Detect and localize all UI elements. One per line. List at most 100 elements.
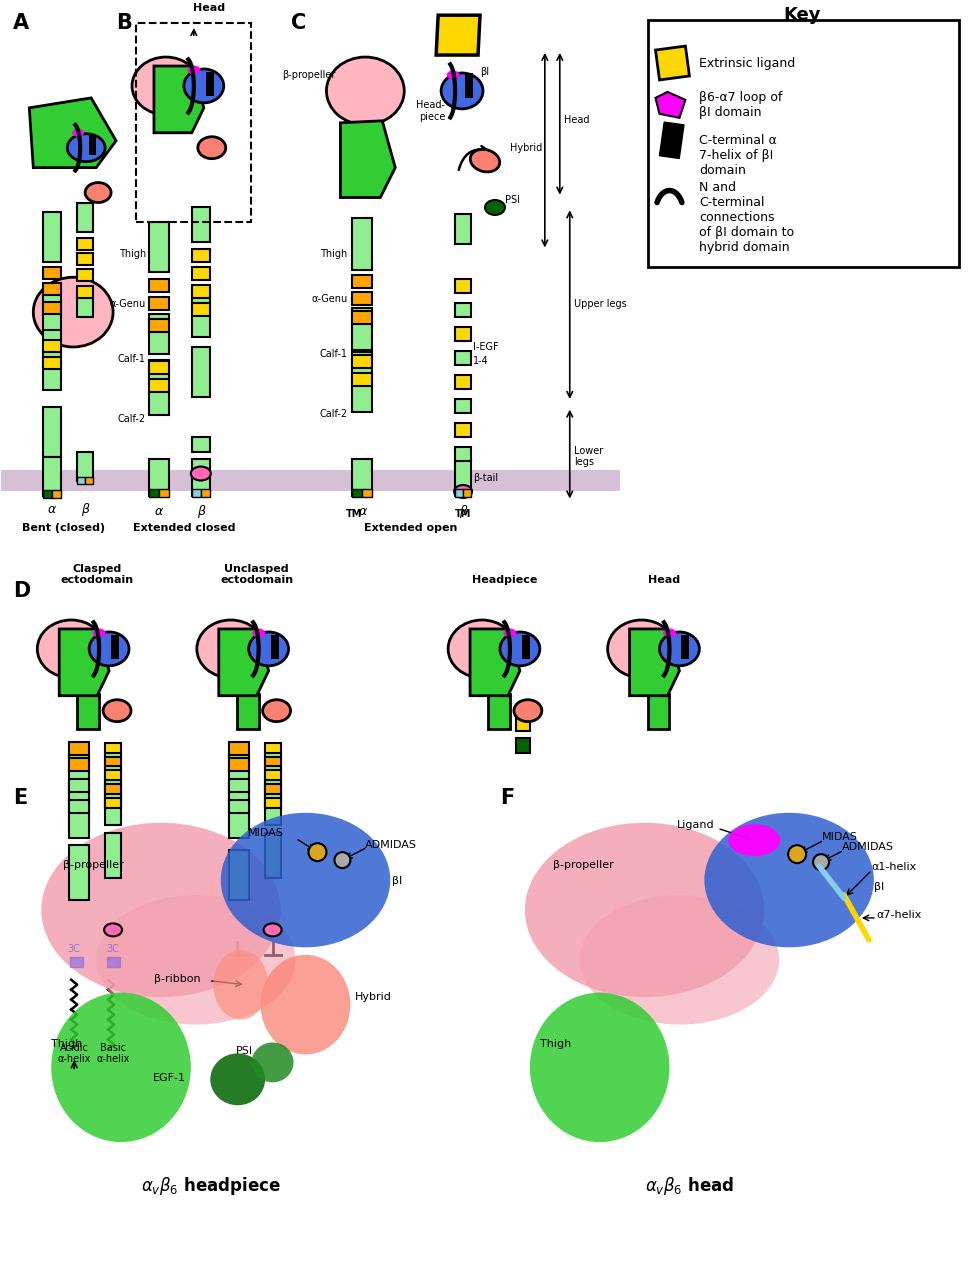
Ellipse shape — [89, 632, 129, 666]
Text: $\mathit{\alpha_v\beta_6}$ headpiece: $\mathit{\alpha_v\beta_6}$ headpiece — [141, 1175, 281, 1197]
Text: β-propeller: β-propeller — [552, 860, 613, 870]
Text: Head: Head — [193, 4, 225, 13]
Text: Calf-1: Calf-1 — [319, 349, 347, 358]
Ellipse shape — [37, 620, 105, 678]
Bar — [681, 635, 689, 659]
Bar — [1, 470, 619, 492]
Bar — [89, 134, 96, 155]
Bar — [192, 287, 209, 337]
Bar — [44, 302, 61, 314]
Text: β-tail: β-tail — [473, 474, 498, 484]
Bar — [149, 319, 169, 332]
Ellipse shape — [210, 1053, 265, 1105]
Text: 3C: 3C — [107, 943, 119, 954]
Polygon shape — [154, 67, 203, 133]
Bar — [192, 458, 209, 497]
Bar — [149, 361, 169, 374]
Bar — [229, 780, 248, 792]
Bar — [516, 710, 529, 731]
Bar — [69, 741, 89, 754]
Bar — [149, 314, 169, 355]
Text: α: α — [48, 503, 56, 516]
Ellipse shape — [448, 620, 516, 678]
Bar — [454, 279, 471, 293]
Ellipse shape — [197, 620, 265, 678]
Bar — [229, 741, 248, 754]
Ellipse shape — [514, 700, 542, 722]
Bar — [85, 476, 93, 485]
Text: β: β — [458, 504, 467, 518]
Bar — [270, 635, 278, 659]
Bar — [192, 207, 209, 242]
Polygon shape — [470, 628, 519, 696]
Bar — [201, 489, 209, 498]
Bar — [149, 297, 169, 310]
Ellipse shape — [579, 895, 778, 1024]
Text: TM: TM — [454, 509, 471, 520]
Text: α: α — [155, 504, 163, 518]
Bar — [352, 219, 372, 270]
Text: Head: Head — [647, 575, 680, 585]
Bar — [487, 694, 510, 728]
Bar — [229, 850, 248, 900]
Bar — [44, 283, 61, 296]
Text: Acidic
α-helix: Acidic α-helix — [57, 1043, 91, 1065]
Bar — [454, 447, 471, 461]
Ellipse shape — [659, 632, 699, 666]
Bar — [352, 458, 372, 497]
Bar — [265, 785, 280, 795]
Bar — [265, 833, 280, 878]
Bar — [44, 330, 61, 390]
Bar — [44, 340, 61, 352]
Ellipse shape — [261, 955, 350, 1055]
Bar — [265, 781, 280, 826]
Bar — [78, 238, 93, 251]
Bar — [192, 268, 209, 280]
Bar — [52, 490, 61, 498]
Ellipse shape — [252, 628, 265, 637]
Text: MIDAS: MIDAS — [247, 828, 283, 838]
Text: βI: βI — [480, 67, 488, 77]
Text: β: β — [81, 503, 89, 516]
Text: β: β — [197, 504, 204, 518]
Text: Hybrid: Hybrid — [355, 992, 391, 1002]
Bar — [659, 122, 683, 159]
Ellipse shape — [248, 632, 288, 666]
Ellipse shape — [662, 628, 675, 637]
Bar — [69, 780, 89, 792]
Bar — [44, 268, 61, 279]
Text: Extended closed: Extended closed — [133, 524, 234, 534]
Ellipse shape — [264, 923, 281, 937]
Text: α: α — [358, 504, 366, 518]
Bar — [78, 292, 93, 317]
Bar — [105, 833, 121, 878]
Text: Clasped
ectodomain: Clasped ectodomain — [60, 563, 134, 585]
Text: Head-
piece: Head- piece — [416, 100, 445, 122]
Ellipse shape — [213, 950, 267, 1020]
Ellipse shape — [728, 824, 779, 856]
Text: Basic
α-helix: Basic α-helix — [96, 1043, 130, 1065]
Text: I-EGF: I-EGF — [473, 342, 498, 352]
Bar — [462, 489, 471, 498]
Text: Key: Key — [783, 6, 820, 24]
Ellipse shape — [85, 183, 111, 202]
Text: Lower
legs: Lower legs — [573, 445, 603, 467]
Bar — [105, 742, 121, 753]
Bar — [149, 360, 169, 415]
Bar — [352, 352, 372, 412]
Ellipse shape — [441, 73, 483, 109]
Text: βI: βI — [391, 876, 402, 886]
Bar — [78, 269, 93, 282]
Text: MIDAS: MIDAS — [821, 832, 857, 842]
Bar — [149, 458, 169, 497]
Bar — [352, 355, 372, 367]
Bar — [69, 750, 89, 831]
Ellipse shape — [334, 852, 350, 868]
Text: C-terminal α
7-helix of βI
domain: C-terminal α 7-helix of βI domain — [699, 134, 776, 177]
Text: α-Genu: α-Genu — [109, 300, 145, 310]
Text: Calf-2: Calf-2 — [319, 408, 347, 419]
Text: Head: Head — [563, 115, 588, 124]
Bar — [78, 253, 93, 265]
Polygon shape — [629, 628, 678, 696]
Text: Extrinsic ligand: Extrinsic ligand — [699, 56, 795, 69]
